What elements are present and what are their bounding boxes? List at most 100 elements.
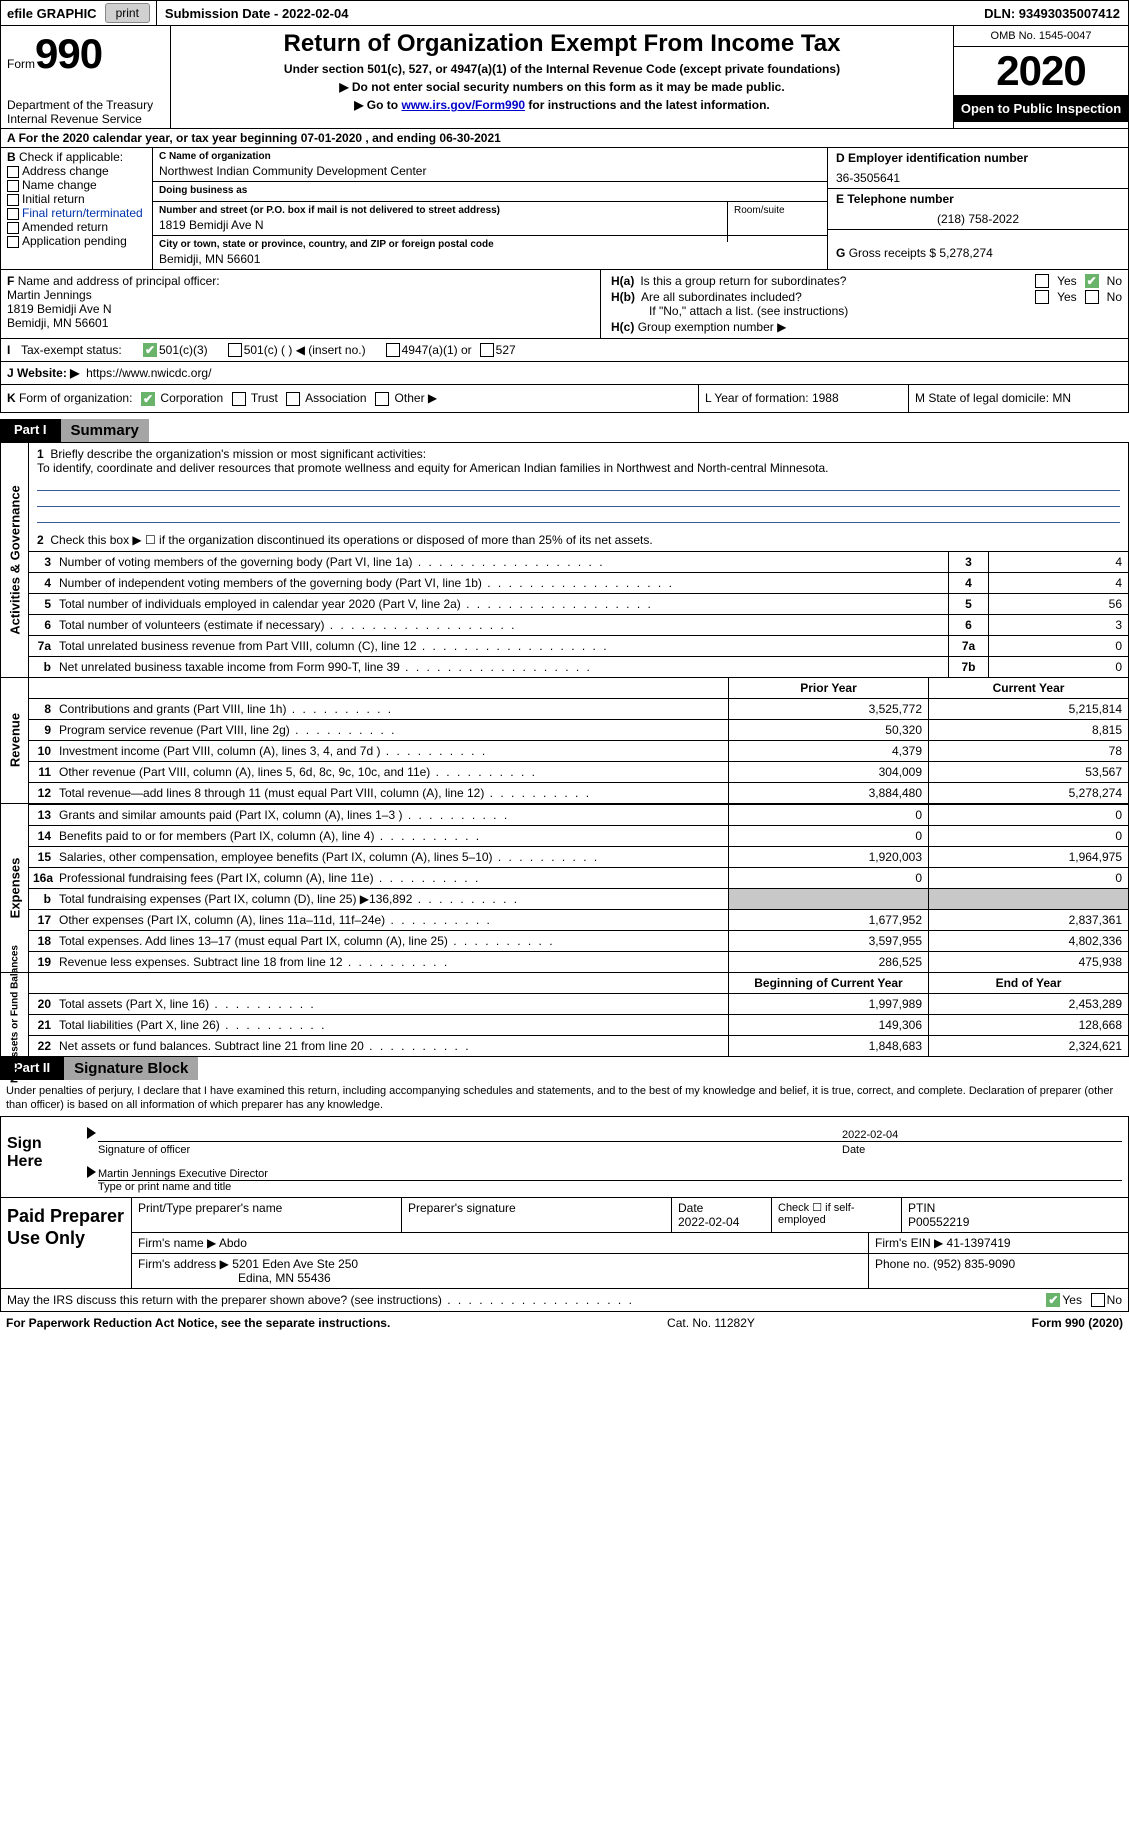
org-name-label: C Name of organization xyxy=(159,151,821,162)
hb-note: If "No," attach a list. (see instruction… xyxy=(649,304,1122,318)
sig-of-officer-label: Signature of officer xyxy=(98,1142,842,1156)
form-subtitle-3: ▶ Go to www.irs.gov/Form990 for instruct… xyxy=(179,98,945,112)
ein-value: 36-3505641 xyxy=(828,168,1128,189)
chk-assoc[interactable] xyxy=(286,392,300,406)
part1-title: Summary xyxy=(61,419,149,442)
section-d: D Employer identification number 36-3505… xyxy=(828,148,1128,269)
type-name-label: Type or print name and title xyxy=(98,1181,1122,1193)
ha-yes-checkbox[interactable] xyxy=(1035,274,1049,288)
gross-receipts-value: 5,278,274 xyxy=(939,246,992,260)
table-row: 4Number of independent voting members of… xyxy=(29,572,1128,593)
form-subtitle-1: Under section 501(c), 527, or 4947(a)(1)… xyxy=(179,62,945,76)
checkbox-amended[interactable]: Amended return xyxy=(7,220,146,234)
table-row: 18Total expenses. Add lines 13–17 (must … xyxy=(29,930,1128,951)
table-row: bNet unrelated business taxable income f… xyxy=(29,656,1128,677)
table-row: 12Total revenue—add lines 8 through 11 (… xyxy=(29,782,1128,803)
form-title: Return of Organization Exempt From Incom… xyxy=(179,30,945,58)
col-eoy: End of Year xyxy=(928,973,1128,993)
header-right: OMB No. 1545-0047 2020 Open to Public In… xyxy=(953,26,1128,128)
hb-no-checkbox[interactable] xyxy=(1085,290,1099,304)
dept-line1: Department of the Treasury xyxy=(7,98,164,112)
rule-line xyxy=(37,475,1120,491)
hb-yes-checkbox[interactable] xyxy=(1035,290,1049,304)
part2-title: Signature Block xyxy=(64,1057,198,1080)
room-suite-label: Room/suite xyxy=(727,202,827,242)
table-row: 13Grants and similar amounts paid (Part … xyxy=(29,804,1128,825)
side-governance: Activities & Governance xyxy=(1,443,29,677)
checkbox-app-pending[interactable]: Application pending xyxy=(7,234,146,248)
checkbox-final-return[interactable]: Final return/terminated xyxy=(7,206,146,220)
chk-527[interactable] xyxy=(480,343,494,357)
chk-other[interactable] xyxy=(375,392,389,406)
section-c: C Name of organization Northwest Indian … xyxy=(153,148,828,269)
dln: DLN: 93493035007412 xyxy=(976,6,1128,21)
header-center: Return of Organization Exempt From Incom… xyxy=(171,26,953,128)
city-value: Bemidji, MN 56601 xyxy=(159,252,821,266)
checkbox-name-change[interactable]: Name change xyxy=(7,178,146,192)
table-row: 5Total number of individuals employed in… xyxy=(29,593,1128,614)
irs-discuss-row: May the IRS discuss this return with the… xyxy=(0,1289,1129,1312)
self-employed-check[interactable]: Check ☐ if self-employed xyxy=(771,1198,901,1232)
table-row: 17Other expenses (Part IX, column (A), l… xyxy=(29,909,1128,930)
period-line: A For the 2020 calendar year, or tax yea… xyxy=(1,128,1128,147)
print-button[interactable]: print xyxy=(105,3,150,23)
table-row: bTotal fundraising expenses (Part IX, co… xyxy=(29,888,1128,909)
section-klm: K Form of organization: ✔ Corporation Tr… xyxy=(0,385,1129,413)
revenue-section: Revenue Prior Year Current Year 8Contrib… xyxy=(0,678,1129,804)
efile-label: efile GRAPHIC xyxy=(7,6,97,21)
firm-phone: (952) 835-9090 xyxy=(933,1257,1015,1271)
section-f: F Name and address of principal officer:… xyxy=(1,270,601,338)
checkbox-initial-return[interactable]: Initial return xyxy=(7,192,146,206)
ha-no-checkbox[interactable]: ✔ xyxy=(1085,274,1099,288)
discuss-yes-checkbox[interactable]: ✔ xyxy=(1046,1293,1060,1307)
irs-link[interactable]: www.irs.gov/Form990 xyxy=(401,98,525,112)
top-bar: efile GRAPHIC print Submission Date - 20… xyxy=(0,0,1129,26)
expenses-section: Expenses 13Grants and similar amounts pa… xyxy=(0,804,1129,973)
table-row: 15Salaries, other compensation, employee… xyxy=(29,846,1128,867)
table-row: 10Investment income (Part VIII, column (… xyxy=(29,740,1128,761)
ptin-value: P00552219 xyxy=(908,1215,1122,1229)
chk-501c[interactable] xyxy=(228,343,242,357)
website-url: https://www.nwicdc.org/ xyxy=(86,366,211,380)
part1-tag: Part I xyxy=(0,419,61,442)
section-h: H(a) Is this a group return for subordin… xyxy=(601,270,1128,338)
firm-addr2: Edina, MN 55436 xyxy=(238,1271,331,1285)
chk-trust[interactable] xyxy=(232,392,246,406)
table-row: 16aProfessional fundraising fees (Part I… xyxy=(29,867,1128,888)
chk-4947[interactable] xyxy=(386,343,400,357)
gross-receipts-label: Gross receipts $ xyxy=(849,246,936,260)
open-inspection: Open to Public Inspection xyxy=(954,95,1128,122)
section-i: I Tax-exempt status: ✔ 501(c)(3) 501(c) … xyxy=(0,339,1129,362)
checkbox-address-change[interactable]: Address change xyxy=(7,164,146,178)
discuss-no-checkbox[interactable] xyxy=(1091,1293,1105,1307)
dba-label: Doing business as xyxy=(159,185,821,196)
sign-here-block: Sign Here 2022-02-04 Signature of office… xyxy=(0,1116,1129,1198)
chk-corp[interactable]: ✔ xyxy=(141,392,155,406)
triangle-icon xyxy=(87,1127,96,1139)
table-row: 7aTotal unrelated business revenue from … xyxy=(29,635,1128,656)
year-formation: L Year of formation: 1988 xyxy=(698,385,908,412)
section-bcd: B Check if applicable: Address change Na… xyxy=(0,148,1129,270)
table-row: 8Contributions and grants (Part VIII, li… xyxy=(29,698,1128,719)
city-label: City or town, state or province, country… xyxy=(159,239,821,250)
form-identifier: Form990 Department of the Treasury Inter… xyxy=(1,26,171,128)
declaration-text: Under penalties of perjury, I declare th… xyxy=(0,1080,1129,1117)
paid-preparer-label: Paid Preparer Use Only xyxy=(1,1198,131,1288)
form-word: Form xyxy=(7,57,35,71)
chk-501c3[interactable]: ✔ xyxy=(143,343,157,357)
side-netassets: Net Assets or Fund Balances xyxy=(1,973,29,1056)
ptin-label: PTIN xyxy=(908,1201,1122,1215)
footer-right: Form 990 (2020) xyxy=(1032,1316,1123,1330)
table-row: 22Net assets or fund balances. Subtract … xyxy=(29,1035,1128,1056)
col-boy: Beginning of Current Year xyxy=(728,973,928,993)
table-row: 3Number of voting members of the governi… xyxy=(29,551,1128,572)
signature-field[interactable] xyxy=(98,1127,842,1141)
prep-date-label: Date xyxy=(678,1201,765,1215)
table-row: 14Benefits paid to or for members (Part … xyxy=(29,825,1128,846)
tax-year: 2020 xyxy=(954,47,1128,95)
officer-addr2: Bemidji, MN 56601 xyxy=(7,316,108,330)
part2-header: Part II Signature Block xyxy=(0,1057,1129,1080)
org-name: Northwest Indian Community Development C… xyxy=(159,164,821,178)
topbar-left: efile GRAPHIC print xyxy=(1,1,157,25)
footer-left: For Paperwork Reduction Act Notice, see … xyxy=(6,1316,390,1330)
